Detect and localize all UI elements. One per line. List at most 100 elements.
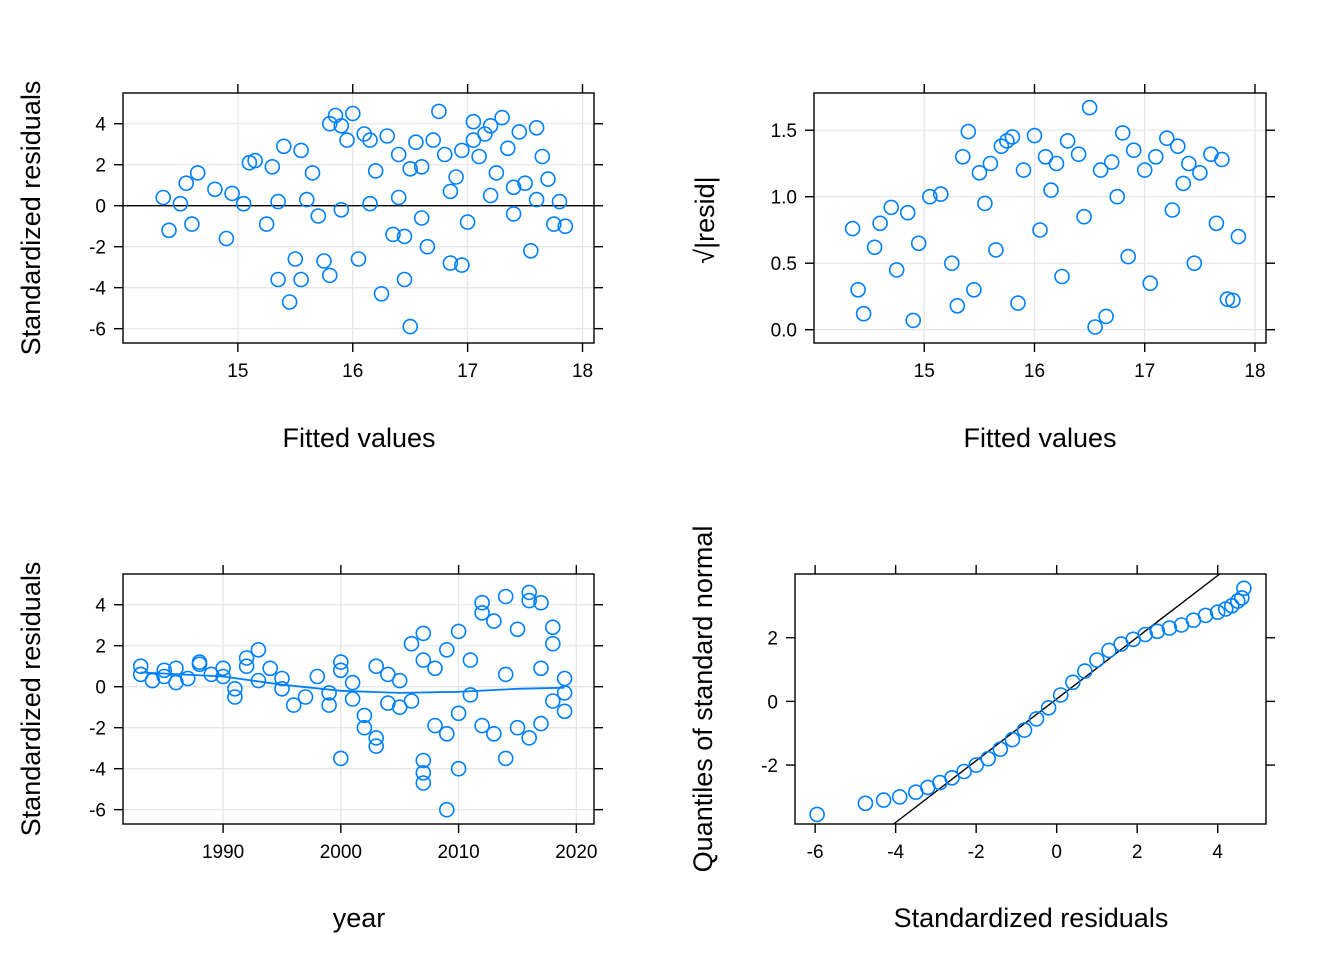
y-tick-label: 1.0 (771, 188, 797, 209)
x-tick-label: 17 (457, 361, 478, 382)
data-point (356, 707, 373, 724)
data-point (310, 208, 327, 224)
plot-frame (813, 92, 1267, 344)
data-point (474, 717, 490, 734)
data-point (505, 179, 522, 196)
panel-std-resid-vs-fitted: 15 16 17 18 -6 -4 -2 0 2 4 Fitted values Standard… (16, 81, 603, 453)
data-point (905, 312, 922, 329)
data-point (362, 132, 378, 148)
data-point (344, 105, 361, 122)
data-point (866, 239, 883, 256)
data-point (971, 165, 988, 181)
data-point (250, 672, 267, 689)
data-point (450, 705, 467, 722)
data-point (474, 594, 490, 611)
data-point (1026, 127, 1043, 144)
data-point (533, 660, 549, 677)
x-tick-label: 0 (1051, 842, 1062, 863)
y-tick-label: -6 (89, 801, 106, 822)
y-axis-title: Standardized residuals (16, 81, 46, 356)
x-tick-label: 2 (1132, 842, 1143, 863)
y-tick-label: 2 (767, 629, 778, 650)
data-point (402, 161, 419, 177)
data-point (1137, 626, 1153, 643)
x-tick-label: 4 (1212, 842, 1223, 863)
panel-scale-location: 15 16 17 18 0.0 0.5 1.0 1.5 Fitted values √|res… (690, 84, 1275, 453)
data-point (888, 262, 905, 278)
data-point (1032, 222, 1048, 238)
y-axis-title: √|resid| (690, 176, 720, 263)
data-point (189, 165, 206, 181)
data-point (1149, 623, 1166, 640)
data-point (391, 672, 408, 689)
data-point (373, 285, 390, 302)
data-point (238, 650, 255, 666)
data-point (1219, 291, 1236, 307)
data-point (298, 191, 315, 208)
y-tick-label: 4 (95, 596, 106, 617)
data-point (281, 294, 298, 310)
data-point (293, 142, 309, 159)
data-point (415, 775, 432, 791)
data-point (415, 764, 432, 781)
data-point (1225, 292, 1241, 309)
smoother-line (140, 671, 565, 694)
y-tick-label: -6 (89, 320, 106, 341)
data-point (1043, 182, 1059, 198)
data-point (344, 691, 361, 707)
data-point (488, 165, 505, 181)
data-point (235, 195, 252, 212)
data-point (1192, 165, 1208, 181)
data-point (1087, 319, 1103, 335)
data-point (275, 138, 292, 155)
data-point (521, 584, 538, 601)
y-tick-label: -2 (89, 238, 106, 259)
x-axis-title: Fitted values (282, 423, 435, 453)
data-point (1101, 642, 1117, 659)
data-point (956, 763, 972, 780)
data-point (872, 215, 888, 232)
data-point (809, 806, 825, 823)
data-point (1016, 722, 1033, 738)
data-point (1230, 228, 1247, 245)
data-point (1186, 255, 1203, 272)
y-tick-label: 0 (95, 197, 106, 218)
data-point (1065, 674, 1081, 691)
data-point (883, 199, 900, 216)
data-point (533, 594, 549, 611)
x-axis-title: Fitted values (963, 423, 1116, 453)
x-tick-label: 16 (342, 361, 363, 382)
data-point (321, 697, 337, 713)
data-point (427, 660, 443, 677)
data-point (474, 605, 490, 621)
data-point (413, 159, 430, 175)
data-point (274, 680, 290, 697)
data-point (415, 652, 432, 668)
data-point (155, 189, 171, 206)
data-point (1037, 149, 1054, 165)
data-point (438, 641, 455, 658)
data-point (454, 257, 470, 273)
data-point (968, 757, 985, 773)
data-point (1208, 215, 1225, 232)
data-point (1015, 162, 1032, 178)
data-point (250, 641, 267, 658)
x-tick-label: 15 (227, 361, 248, 382)
data-point (540, 171, 556, 187)
data-point (403, 635, 420, 652)
data-point (454, 142, 470, 159)
data-point (465, 113, 482, 130)
data-point (511, 124, 528, 140)
data-point (980, 750, 997, 767)
data-point (486, 613, 502, 629)
data-point (944, 769, 960, 786)
data-point (161, 222, 177, 239)
data-point (977, 195, 993, 212)
data-point (156, 662, 172, 679)
data-point (459, 214, 476, 230)
data-point (482, 187, 499, 204)
data-point (992, 741, 1009, 758)
data-point (218, 230, 235, 247)
data-point (551, 193, 568, 210)
